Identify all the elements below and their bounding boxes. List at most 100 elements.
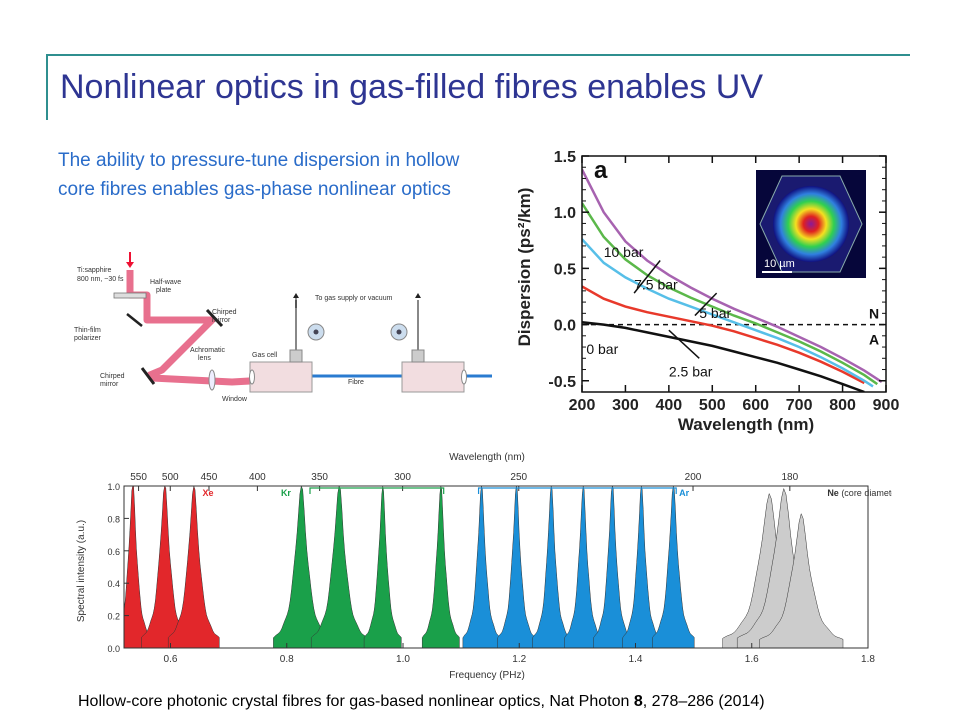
y-tick-label-4: -0.5 <box>548 374 576 391</box>
label-laser-1: Ti:sapphire <box>77 267 111 274</box>
x-tick-label-1: 300 <box>612 397 639 414</box>
label-mirror-bottom-2: mirror <box>100 381 119 388</box>
gas-label-ar: Ar <box>679 488 689 498</box>
dispersion-y-label: Dispersion (ps²/km) <box>515 188 534 347</box>
series-label-10-bar: 10 bar <box>604 244 644 260</box>
citation-pages: , 278–286 (2014) <box>642 693 765 710</box>
spectra-areas <box>123 485 844 649</box>
series-line-2-5-bar <box>582 285 865 385</box>
achromatic-lens <box>208 369 216 391</box>
spectral-peak-ar-6 <box>652 485 695 649</box>
spec-x-tick-label-3: 1.2 <box>512 654 526 665</box>
citation: Hollow-core photonic crystal fibres for … <box>78 693 765 711</box>
slide-title: Nonlinear optics in gas-filled fibres en… <box>60 68 764 106</box>
series-label-7-5-bar: 7.5 bar <box>634 277 678 293</box>
label-polarizer-2: polarizer <box>74 335 102 342</box>
dispersion-chart: 200 300 400 500 600 700 800 900 1.5 1.0 0.5 0.0 -0.5… <box>515 149 899 434</box>
chirped-mirror-top <box>205 308 224 328</box>
window-right <box>461 369 467 385</box>
gas-label-kr: Kr <box>281 488 291 498</box>
label-pointer-1 <box>694 292 718 317</box>
gas-pipe-right <box>390 293 425 363</box>
spec-top-tick-label-8: 180 <box>781 472 798 483</box>
label-gas-cell: Gas cell <box>252 352 278 359</box>
spec-top-tick-label-3: 400 <box>249 472 266 483</box>
spec-x-tick-label-5: 1.6 <box>745 654 759 665</box>
spectra-frame <box>123 485 869 649</box>
gas-bracket-ar <box>477 487 677 494</box>
gas-label-ne: Ne <box>827 488 839 498</box>
label-pointer-2 <box>668 329 700 359</box>
label-lens-1: Achromatic <box>190 347 226 354</box>
dispersion-x-label: Wavelength (nm) <box>678 415 814 434</box>
spec-y-tick-label-3: 0.4 <box>107 579 120 589</box>
spec-y-tick-label-5: 0.0 <box>107 644 120 654</box>
dispersion-frame <box>581 155 887 393</box>
x-tick-label-6: 800 <box>829 397 856 414</box>
label-mirror-top-2: mirror <box>212 317 231 324</box>
spectral-peak-ne-2 <box>759 512 844 649</box>
series-label-2-5-bar: 2.5 bar <box>669 363 713 379</box>
label-mirror-bottom-1: Chirped <box>100 373 125 380</box>
laser-input-arrow-head <box>126 262 134 268</box>
spec-y-tick-label-1: 0.8 <box>107 514 120 524</box>
spectra-x-label: Frequency (PHz) <box>449 670 525 681</box>
spectra-ticks: 0.6 0.8 1.0 1.2 1.4 1.6 1.8 1.0 0.8 0.6 0.4 0.2 0.0 5… <box>107 472 875 665</box>
gas-labels: Xe Kr Ar Ne(core diameter, 37 µm) <box>202 487 892 498</box>
gas-cell-right <box>401 361 465 393</box>
citation-text: Hollow-core photonic crystal fibres for … <box>78 693 634 710</box>
spectral-peak-ar-2 <box>532 485 571 649</box>
accent-line-horizontal <box>46 54 910 56</box>
x-tick-label-3: 500 <box>699 397 726 414</box>
spec-top-tick-label-2: 450 <box>201 472 218 483</box>
spec-top-tick-label-5: 300 <box>394 472 411 483</box>
spectral-peak-kr-1 <box>310 485 368 649</box>
label-laser-2: 800 nm, ~30 fs <box>77 276 124 283</box>
spectral-peak-ar-4 <box>593 485 632 649</box>
thin-film-polarizer <box>126 313 143 327</box>
y-tick-label-3: 0.0 <box>554 318 576 335</box>
label-fibre: Fibre <box>348 379 364 386</box>
series-line-7-5-bar <box>582 202 879 386</box>
citation-volume: 8 <box>633 693 643 710</box>
spectral-peak-ar-5 <box>622 485 661 649</box>
panel-label: a <box>594 157 608 184</box>
gas-note-ne: (core diameter, 37 µm) <box>841 488 892 498</box>
setup-diagram: Ti:sapphire 800 nm, ~30 fs Half-wave pla… <box>74 252 492 403</box>
spectral-peak-kr-0 <box>273 485 330 649</box>
x-tick-label-2: 400 <box>656 397 683 414</box>
gas-label-xe: Xe <box>202 488 213 498</box>
label-polarizer-1: Thin-film <box>74 327 101 334</box>
x-tick-label-7: 900 <box>873 397 900 414</box>
y-tick-label-1: 1.0 <box>554 205 576 222</box>
spectra-y-label: Spectral intensity (a.u.) <box>76 520 87 622</box>
spectral-peak-ar-3 <box>564 485 603 649</box>
x-tick-label-0: 200 <box>569 397 596 414</box>
spectral-peak-kr-3 <box>421 485 460 649</box>
spec-y-tick-label-4: 0.2 <box>107 612 120 622</box>
label-waveplate-2: plate <box>156 287 171 294</box>
spec-x-tick-label-0: 0.6 <box>164 654 178 665</box>
series-labels: NA 10 bar 7.5 bar 5 bar 0 bar 2.5 bar <box>586 244 879 379</box>
fibre-cross-section-inset: 10 µm <box>756 170 866 278</box>
spec-top-tick-label-6: 250 <box>510 472 527 483</box>
spec-top-tick-label-0: 550 <box>130 472 147 483</box>
spec-x-tick-label-1: 0.8 <box>280 654 294 665</box>
y-tick-label-0: 1.5 <box>554 149 576 166</box>
spectral-peak-kr-2 <box>363 485 402 649</box>
spec-x-tick-label-2: 1.0 <box>396 654 410 665</box>
spec-y-tick-label-0: 1.0 <box>107 482 120 492</box>
normal-dispersion-label: N <box>869 306 879 322</box>
spec-x-tick-label-6: 1.8 <box>861 654 875 665</box>
series-label-5-bar: 5 bar <box>699 305 731 321</box>
spec-top-tick-label-4: 350 <box>311 472 328 483</box>
spectra-chart: 0.6 0.8 1.0 1.2 1.4 1.6 1.8 1.0 0.8 0.6 0.4 0.2 0.0 5… <box>76 452 892 681</box>
half-wave-plate <box>113 292 147 299</box>
series-line-0-bar <box>582 321 865 392</box>
gas-cell-left <box>249 361 313 393</box>
label-window: Window <box>222 396 248 403</box>
dispersion-ticks: 200 300 400 500 600 700 800 900 1.5 1.0 0.5 0.0 -0.5 <box>548 149 899 414</box>
label-mirror-top-1: Chirped <box>212 309 237 316</box>
gas-pipe-left <box>289 293 325 363</box>
intro-text: The ability to pressure-tune dispersion … <box>58 150 460 200</box>
